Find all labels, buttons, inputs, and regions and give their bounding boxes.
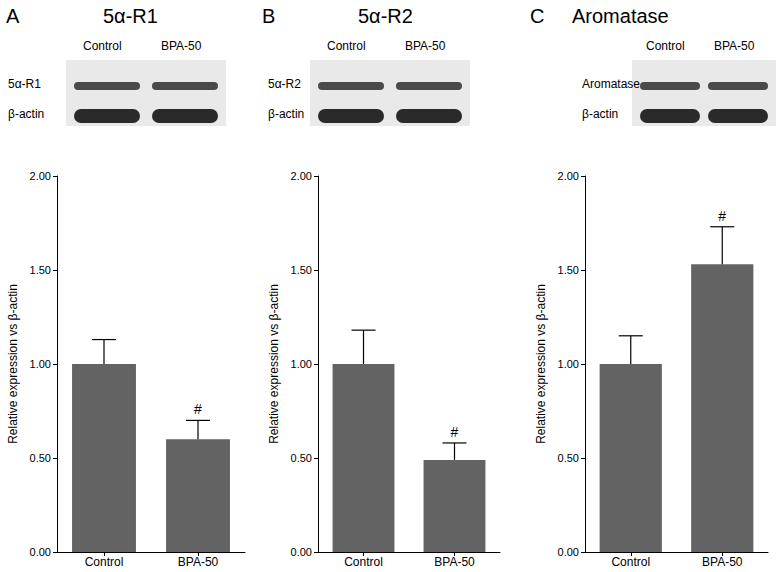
svg-text:0.00: 0.00 <box>291 546 312 558</box>
svg-text:0.00: 0.00 <box>30 546 51 558</box>
svg-text:β-actin: β-actin <box>8 107 44 121</box>
svg-text:0.50: 0.50 <box>291 452 312 464</box>
svg-text:2.00: 2.00 <box>30 170 51 182</box>
svg-text:1.50: 1.50 <box>30 264 51 276</box>
svg-text:C: C <box>530 5 544 27</box>
svg-text:Control: Control <box>85 555 124 569</box>
svg-text:1.00: 1.00 <box>30 358 51 370</box>
svg-text:Relative expression vs β-actin: Relative expression vs β-actin <box>267 284 281 444</box>
svg-text:BPA-50: BPA-50 <box>702 555 743 569</box>
svg-text:A: A <box>6 5 20 27</box>
svg-text:Control: Control <box>327 39 366 53</box>
svg-text:B: B <box>262 5 275 27</box>
svg-text:Control: Control <box>611 555 650 569</box>
svg-text:β-actin: β-actin <box>268 107 304 121</box>
svg-text:BPA-50: BPA-50 <box>714 39 755 53</box>
svg-text:β-actin: β-actin <box>582 107 618 121</box>
svg-text:1.00: 1.00 <box>291 358 312 370</box>
svg-text:BPA-50: BPA-50 <box>178 555 219 569</box>
svg-text:0.50: 0.50 <box>30 452 51 464</box>
svg-text:#: # <box>451 424 459 440</box>
svg-text:#: # <box>718 208 726 224</box>
svg-text:Control: Control <box>646 39 685 53</box>
svg-text:Aromatase: Aromatase <box>572 5 669 27</box>
svg-text:Aromatase: Aromatase <box>582 77 640 91</box>
svg-text:5α-R1: 5α-R1 <box>103 5 158 27</box>
svg-text:1.50: 1.50 <box>291 264 312 276</box>
svg-text:0.00: 0.00 <box>558 546 579 558</box>
svg-text:1.50: 1.50 <box>558 264 579 276</box>
svg-text:2.00: 2.00 <box>291 170 312 182</box>
svg-text:BPA-50: BPA-50 <box>161 39 202 53</box>
svg-text:Relative expression vs β-actin: Relative expression vs β-actin <box>6 284 20 444</box>
svg-text:Relative expression vs β-actin: Relative expression vs β-actin <box>534 284 548 444</box>
svg-text:2.00: 2.00 <box>558 170 579 182</box>
svg-text:Control: Control <box>83 39 122 53</box>
svg-text:1.00: 1.00 <box>558 358 579 370</box>
svg-text:#: # <box>194 401 202 417</box>
svg-text:5α-R1: 5α-R1 <box>8 77 41 91</box>
svg-text:5α-R2: 5α-R2 <box>358 5 413 27</box>
svg-text:BPA-50: BPA-50 <box>405 39 446 53</box>
svg-text:Control: Control <box>344 555 383 569</box>
svg-text:0.50: 0.50 <box>558 452 579 464</box>
svg-text:5α-R2: 5α-R2 <box>268 77 301 91</box>
svg-text:BPA-50: BPA-50 <box>434 555 475 569</box>
